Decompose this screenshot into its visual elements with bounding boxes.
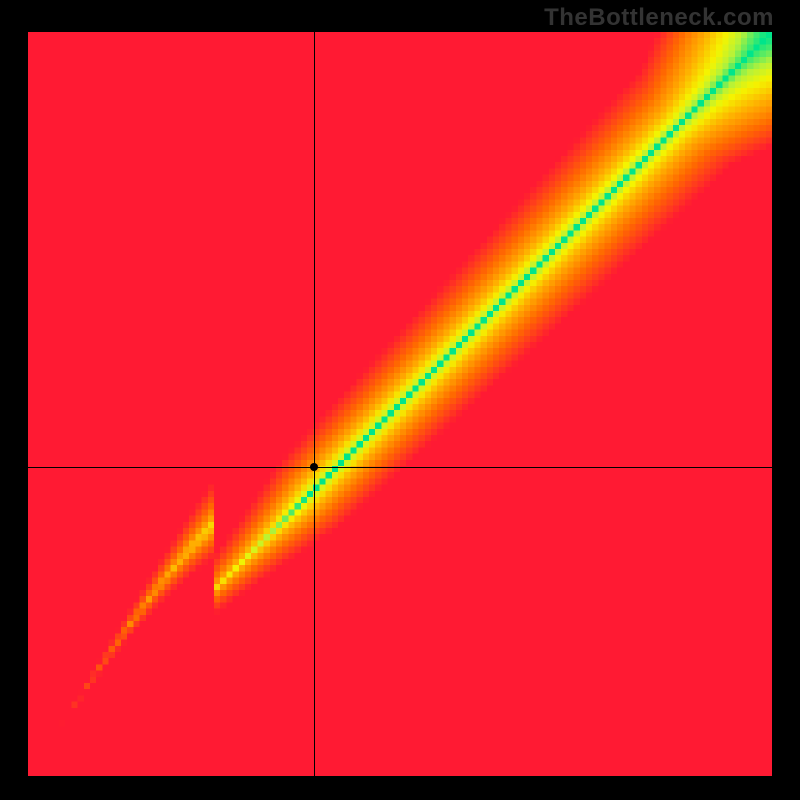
chart-frame: TheBottleneck.com — [0, 0, 800, 800]
heatmap-canvas — [28, 32, 772, 776]
watermark-text: TheBottleneck.com — [544, 4, 774, 32]
